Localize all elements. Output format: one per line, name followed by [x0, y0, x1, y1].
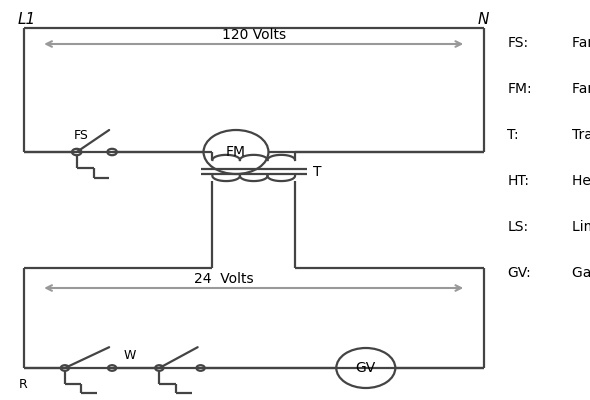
Text: FS: FS [74, 129, 88, 142]
Text: R: R [19, 378, 28, 391]
Text: Limit Switch: Limit Switch [572, 220, 590, 234]
Text: W: W [124, 349, 136, 362]
Text: GV: GV [356, 361, 376, 375]
Text: 120 Volts: 120 Volts [222, 28, 286, 42]
Text: LS:: LS: [507, 220, 529, 234]
Text: Gas Valve: Gas Valve [572, 266, 590, 280]
Text: FM: FM [226, 145, 246, 159]
Text: GV:: GV: [507, 266, 531, 280]
Text: T:: T: [507, 128, 519, 142]
Text: Transformer: Transformer [572, 128, 590, 142]
Text: N: N [478, 12, 489, 27]
Text: HT:: HT: [507, 174, 529, 188]
Text: 24  Volts: 24 Volts [194, 272, 254, 286]
Text: FS:: FS: [507, 36, 529, 50]
Text: Heating thermostat: Heating thermostat [572, 174, 590, 188]
Text: Fan Switch: Fan Switch [572, 36, 590, 50]
Text: Fan Motor: Fan Motor [572, 82, 590, 96]
Text: T: T [313, 164, 321, 178]
Text: L1: L1 [18, 12, 36, 27]
Text: FM:: FM: [507, 82, 532, 96]
